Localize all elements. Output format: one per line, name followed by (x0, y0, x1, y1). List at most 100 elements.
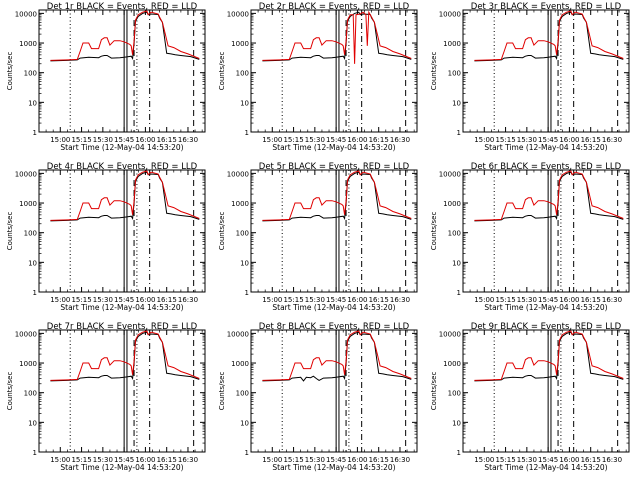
y-tick-label: 10 (452, 419, 461, 427)
y-tick-label: 100 (236, 70, 249, 78)
y-tick-label: 10000 (439, 10, 461, 18)
series-line-lld (474, 330, 624, 381)
x-tick-label: 15:30 (305, 136, 325, 144)
y-tick-label: 10 (240, 419, 249, 427)
x-tick-label: 16:30 (602, 296, 622, 304)
x-tick-label: 15:00 (50, 456, 70, 464)
x-tick-label: 16:00 (347, 296, 367, 304)
y-tick-label: 10000 (227, 330, 249, 338)
series-line-lld (474, 170, 624, 221)
series-line-lld (50, 170, 200, 221)
y-tick-label: 1 (245, 129, 249, 137)
y-axis-label: Counts/sec (430, 212, 438, 251)
x-tick-label: 15:45 (538, 136, 558, 144)
x-tick-label: 16:30 (178, 136, 198, 144)
x-tick-label: 15:15 (495, 136, 515, 144)
x-tick-label: 16:00 (135, 296, 155, 304)
y-tick-label: 10 (240, 259, 249, 267)
x-tick-label: 16:15 (581, 136, 601, 144)
series-line-lld (50, 330, 200, 381)
x-tick-label: 16:15 (581, 456, 601, 464)
y-tick-label: 1 (33, 449, 37, 457)
series-line-lld (262, 10, 412, 64)
x-tick-label: 15:45 (326, 296, 346, 304)
x-tick-label: 15:30 (93, 456, 113, 464)
y-tick-label: 100 (24, 70, 37, 78)
y-tick-label: 10000 (15, 170, 37, 178)
panel-title: Det 4r BLACK = Events, RED = LLD (47, 162, 198, 172)
y-tick-label: 1000 (443, 40, 461, 48)
plot-frame (38, 169, 206, 293)
x-tick-label: 15:30 (517, 456, 537, 464)
x-axis-label: Start Time (12-May-04 14:53:20) (60, 303, 183, 312)
x-tick-label: 15:30 (517, 296, 537, 304)
x-tick-label: 15:00 (262, 296, 282, 304)
y-axis-label: Counts/sec (430, 52, 438, 91)
y-tick-label: 1000 (231, 360, 249, 368)
x-axis-label: Start Time (12-May-04 14:53:20) (272, 463, 395, 472)
panel-title: Det 5r BLACK = Events, RED = LLD (259, 162, 410, 172)
y-tick-label: 10 (452, 259, 461, 267)
plot-frame (38, 9, 206, 133)
panel-det-5: Det 5r BLACK = Events, RED = LLD 1 10 100 10… (218, 162, 418, 312)
y-axis-label: Counts/sec (6, 52, 14, 91)
y-tick-label: 100 (236, 390, 249, 398)
x-tick-label: 15:45 (114, 456, 134, 464)
series-line-lld (474, 10, 624, 61)
y-axis-label: Counts/sec (430, 372, 438, 411)
series-line-events (50, 171, 200, 222)
x-tick-label: 15:45 (326, 456, 346, 464)
x-tick-label: 15:00 (262, 136, 282, 144)
x-tick-label: 16:30 (178, 456, 198, 464)
x-tick-label: 15:00 (474, 456, 494, 464)
y-axis-label: Counts/sec (6, 212, 14, 251)
panel-title: Det 2r BLACK = Events, RED = LLD (259, 2, 410, 12)
x-tick-label: 16:00 (135, 136, 155, 144)
series-line-lld (50, 10, 200, 61)
y-tick-label: 1000 (19, 200, 37, 208)
x-tick-label: 16:00 (347, 456, 367, 464)
panel-det-1: Det 1r BLACK = Events, RED = LLD 1 10 100 10… (6, 2, 206, 152)
series-line-events (262, 171, 412, 222)
plot-frame (462, 169, 630, 293)
series-line-events (50, 331, 200, 382)
plot-frame (250, 169, 418, 293)
x-tick-label: 16:30 (390, 136, 410, 144)
y-tick-label: 100 (448, 230, 461, 238)
x-tick-label: 16:15 (369, 456, 389, 464)
y-tick-label: 10000 (15, 330, 37, 338)
y-tick-label: 10 (28, 99, 37, 107)
x-tick-label: 15:45 (326, 136, 346, 144)
y-tick-label: 100 (236, 230, 249, 238)
plot-frame (462, 9, 630, 133)
series-line-events (474, 171, 624, 222)
series-line-lld (262, 170, 412, 221)
y-tick-label: 1 (245, 449, 249, 457)
panel-title: Det 8r BLACK = Events, RED = LLD (259, 322, 410, 332)
x-axis-label: Start Time (12-May-04 14:53:20) (272, 303, 395, 312)
x-tick-label: 16:15 (157, 296, 177, 304)
x-tick-label: 16:30 (602, 136, 622, 144)
panel-title: Det 7r BLACK = Events, RED = LLD (47, 322, 198, 332)
y-tick-label: 10 (452, 99, 461, 107)
plot-frame (462, 329, 630, 453)
x-axis-label: Start Time (12-May-04 14:53:20) (484, 303, 607, 312)
x-tick-label: 15:15 (495, 456, 515, 464)
x-tick-label: 16:00 (559, 296, 579, 304)
x-tick-label: 15:15 (71, 136, 91, 144)
series-line-events (50, 11, 200, 62)
x-tick-label: 16:15 (157, 136, 177, 144)
x-axis-label: Start Time (12-May-04 14:53:20) (484, 143, 607, 152)
x-axis-label: Start Time (12-May-04 14:53:20) (60, 463, 183, 472)
series-line-events (262, 11, 412, 62)
y-tick-label: 1 (33, 289, 37, 297)
y-tick-label: 10 (240, 99, 249, 107)
panel-det-7: Det 7r BLACK = Events, RED = LLD 1 10 100 10… (6, 322, 206, 472)
x-tick-label: 15:15 (71, 456, 91, 464)
x-axis-label: Start Time (12-May-04 14:53:20) (484, 463, 607, 472)
x-tick-label: 15:45 (114, 136, 134, 144)
y-tick-label: 100 (448, 70, 461, 78)
x-tick-label: 15:45 (538, 296, 558, 304)
x-tick-label: 16:00 (135, 456, 155, 464)
